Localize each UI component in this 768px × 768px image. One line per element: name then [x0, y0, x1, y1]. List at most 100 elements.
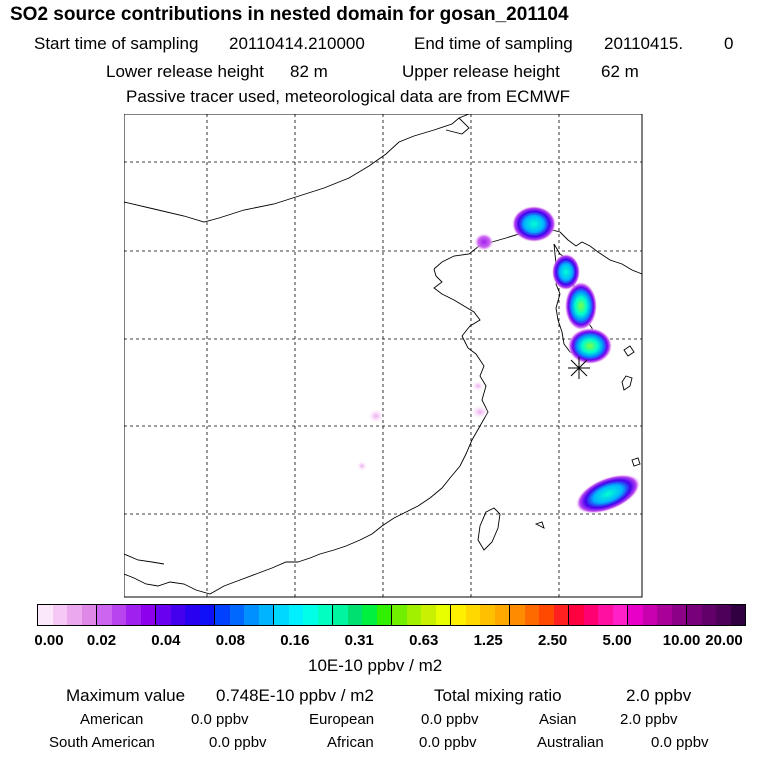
colorbar-tick-label: 0.08 [215, 632, 245, 649]
start-time-value: 20110414.210000 [229, 34, 365, 53]
colorbar-segment [451, 605, 510, 625]
colorbar-swatch [126, 605, 141, 625]
colorbar-tick-label: 0.63 [409, 632, 439, 649]
colorbar-swatch [156, 605, 171, 625]
plume-east-china-sea [575, 474, 641, 514]
lower-height-value: 82 m [290, 62, 328, 81]
plume-faint-3 [472, 381, 484, 391]
colorbar-swatch [465, 605, 480, 625]
colorbar-swatch [111, 605, 126, 625]
region-value-american: 0.0 ppbv [191, 711, 249, 728]
colorbar-swatch [52, 605, 67, 625]
colorbar-swatch [229, 605, 244, 625]
colorbar-swatch [81, 605, 96, 625]
map-panel [124, 114, 643, 598]
colorbar-tick-label: 20.00 [705, 632, 743, 649]
colorbar-swatch [170, 605, 185, 625]
colorbar-unit: 10E-10 ppbv / m2 [308, 656, 443, 675]
colorbar-swatch [494, 605, 509, 625]
colorbar-swatch [199, 605, 214, 625]
colorbar-swatch [376, 605, 391, 625]
plot-title: SO2 source contributions in nested domai… [10, 4, 569, 25]
colorbar-tick-label: 0.00 [34, 632, 64, 649]
region-value-asian: 2.0 ppbv [620, 711, 678, 728]
colorbar-swatch [38, 605, 53, 625]
colorbar-swatch [333, 605, 348, 625]
tracer-note: Passive tracer used, meteorological data… [126, 87, 571, 106]
plume-faint-4 [357, 461, 367, 471]
colorbar-swatch [185, 605, 200, 625]
colorbar-swatch [406, 605, 421, 625]
colorbar-swatch [258, 605, 273, 625]
colorbar-swatch [598, 605, 613, 625]
colorbar-swatch [435, 605, 450, 625]
colorbar-segment [38, 605, 97, 625]
end-time-label: End time of sampling [414, 34, 573, 53]
plume-liaoning [474, 233, 494, 251]
upper-height-value: 62 m [601, 62, 639, 81]
colorbar-swatch [671, 605, 686, 625]
colorbar-segment [687, 605, 745, 625]
colorbar-swatch [701, 605, 716, 625]
region-value-australian: 0.0 ppbv [651, 734, 709, 751]
colorbar-tick-label: 1.25 [473, 632, 503, 649]
colorbar-swatch [569, 605, 584, 625]
colorbar-swatch [480, 605, 495, 625]
colorbar-swatch [657, 605, 672, 625]
plume-layer [357, 206, 641, 514]
colorbar-swatch [612, 605, 627, 625]
colorbar-swatch [288, 605, 303, 625]
colorbar-swatch [642, 605, 657, 625]
end-time-value: 20110415. [604, 34, 684, 53]
start-time-label: Start time of sampling [34, 34, 199, 53]
colorbar-segment [510, 605, 569, 625]
plume-korea-north [552, 254, 580, 290]
colorbar-swatch [421, 605, 436, 625]
colorbar-segment [569, 605, 628, 625]
max-value-label: Maximum value [66, 686, 186, 705]
region-value-south-american: 0.0 ppbv [209, 734, 267, 751]
colorbar-swatch [392, 605, 407, 625]
upper-height-label: Upper release height [402, 62, 560, 81]
star-icon [568, 357, 590, 379]
region-name-asian: Asian [539, 711, 577, 728]
region-name-south-american: South American [49, 734, 155, 751]
colorbar-segment [274, 605, 333, 625]
plume-faint-1 [368, 409, 384, 423]
colorbar [37, 604, 746, 626]
colorbar-swatch [303, 605, 318, 625]
colorbar-swatch [362, 605, 377, 625]
colorbar-swatch [510, 605, 525, 625]
colorbar-segment [215, 605, 274, 625]
colorbar-swatch [347, 605, 362, 625]
colorbar-swatch [716, 605, 731, 625]
region-name-american: American [80, 711, 144, 728]
colorbar-tick-label: 0.04 [151, 632, 181, 649]
colorbar-swatch [524, 605, 539, 625]
colorbar-segment [97, 605, 156, 625]
colorbar-segment [333, 605, 392, 625]
colorbar-tick-label: 0.31 [344, 632, 374, 649]
colorbar-swatch [215, 605, 230, 625]
region-name-australian: Australian [537, 734, 604, 751]
colorbar-swatch [553, 605, 568, 625]
colorbar-tick-label: 2.50 [538, 632, 568, 649]
region-value-african: 0.0 ppbv [419, 734, 477, 751]
plume-korean-west-coast [565, 282, 597, 330]
colorbar-swatch [451, 605, 466, 625]
colorbar-swatch [539, 605, 554, 625]
region-name-european: European [309, 711, 375, 728]
total-mixing-value: 2.0 ppbv [626, 686, 692, 705]
colorbar-swatch [97, 605, 112, 625]
colorbar-segment [156, 605, 215, 625]
colorbar-swatch [628, 605, 643, 625]
region-name-african: African [327, 734, 374, 751]
plume-faint-2 [471, 405, 489, 419]
colorbar-tick-label: 0.02 [86, 632, 117, 649]
colorbar-segment [392, 605, 451, 625]
colorbar-swatch [317, 605, 332, 625]
colorbar-swatch [583, 605, 598, 625]
colorbar-segment [628, 605, 687, 625]
plume-korea-south [568, 328, 612, 364]
colorbar-tick-label: 10.00 [662, 632, 701, 649]
